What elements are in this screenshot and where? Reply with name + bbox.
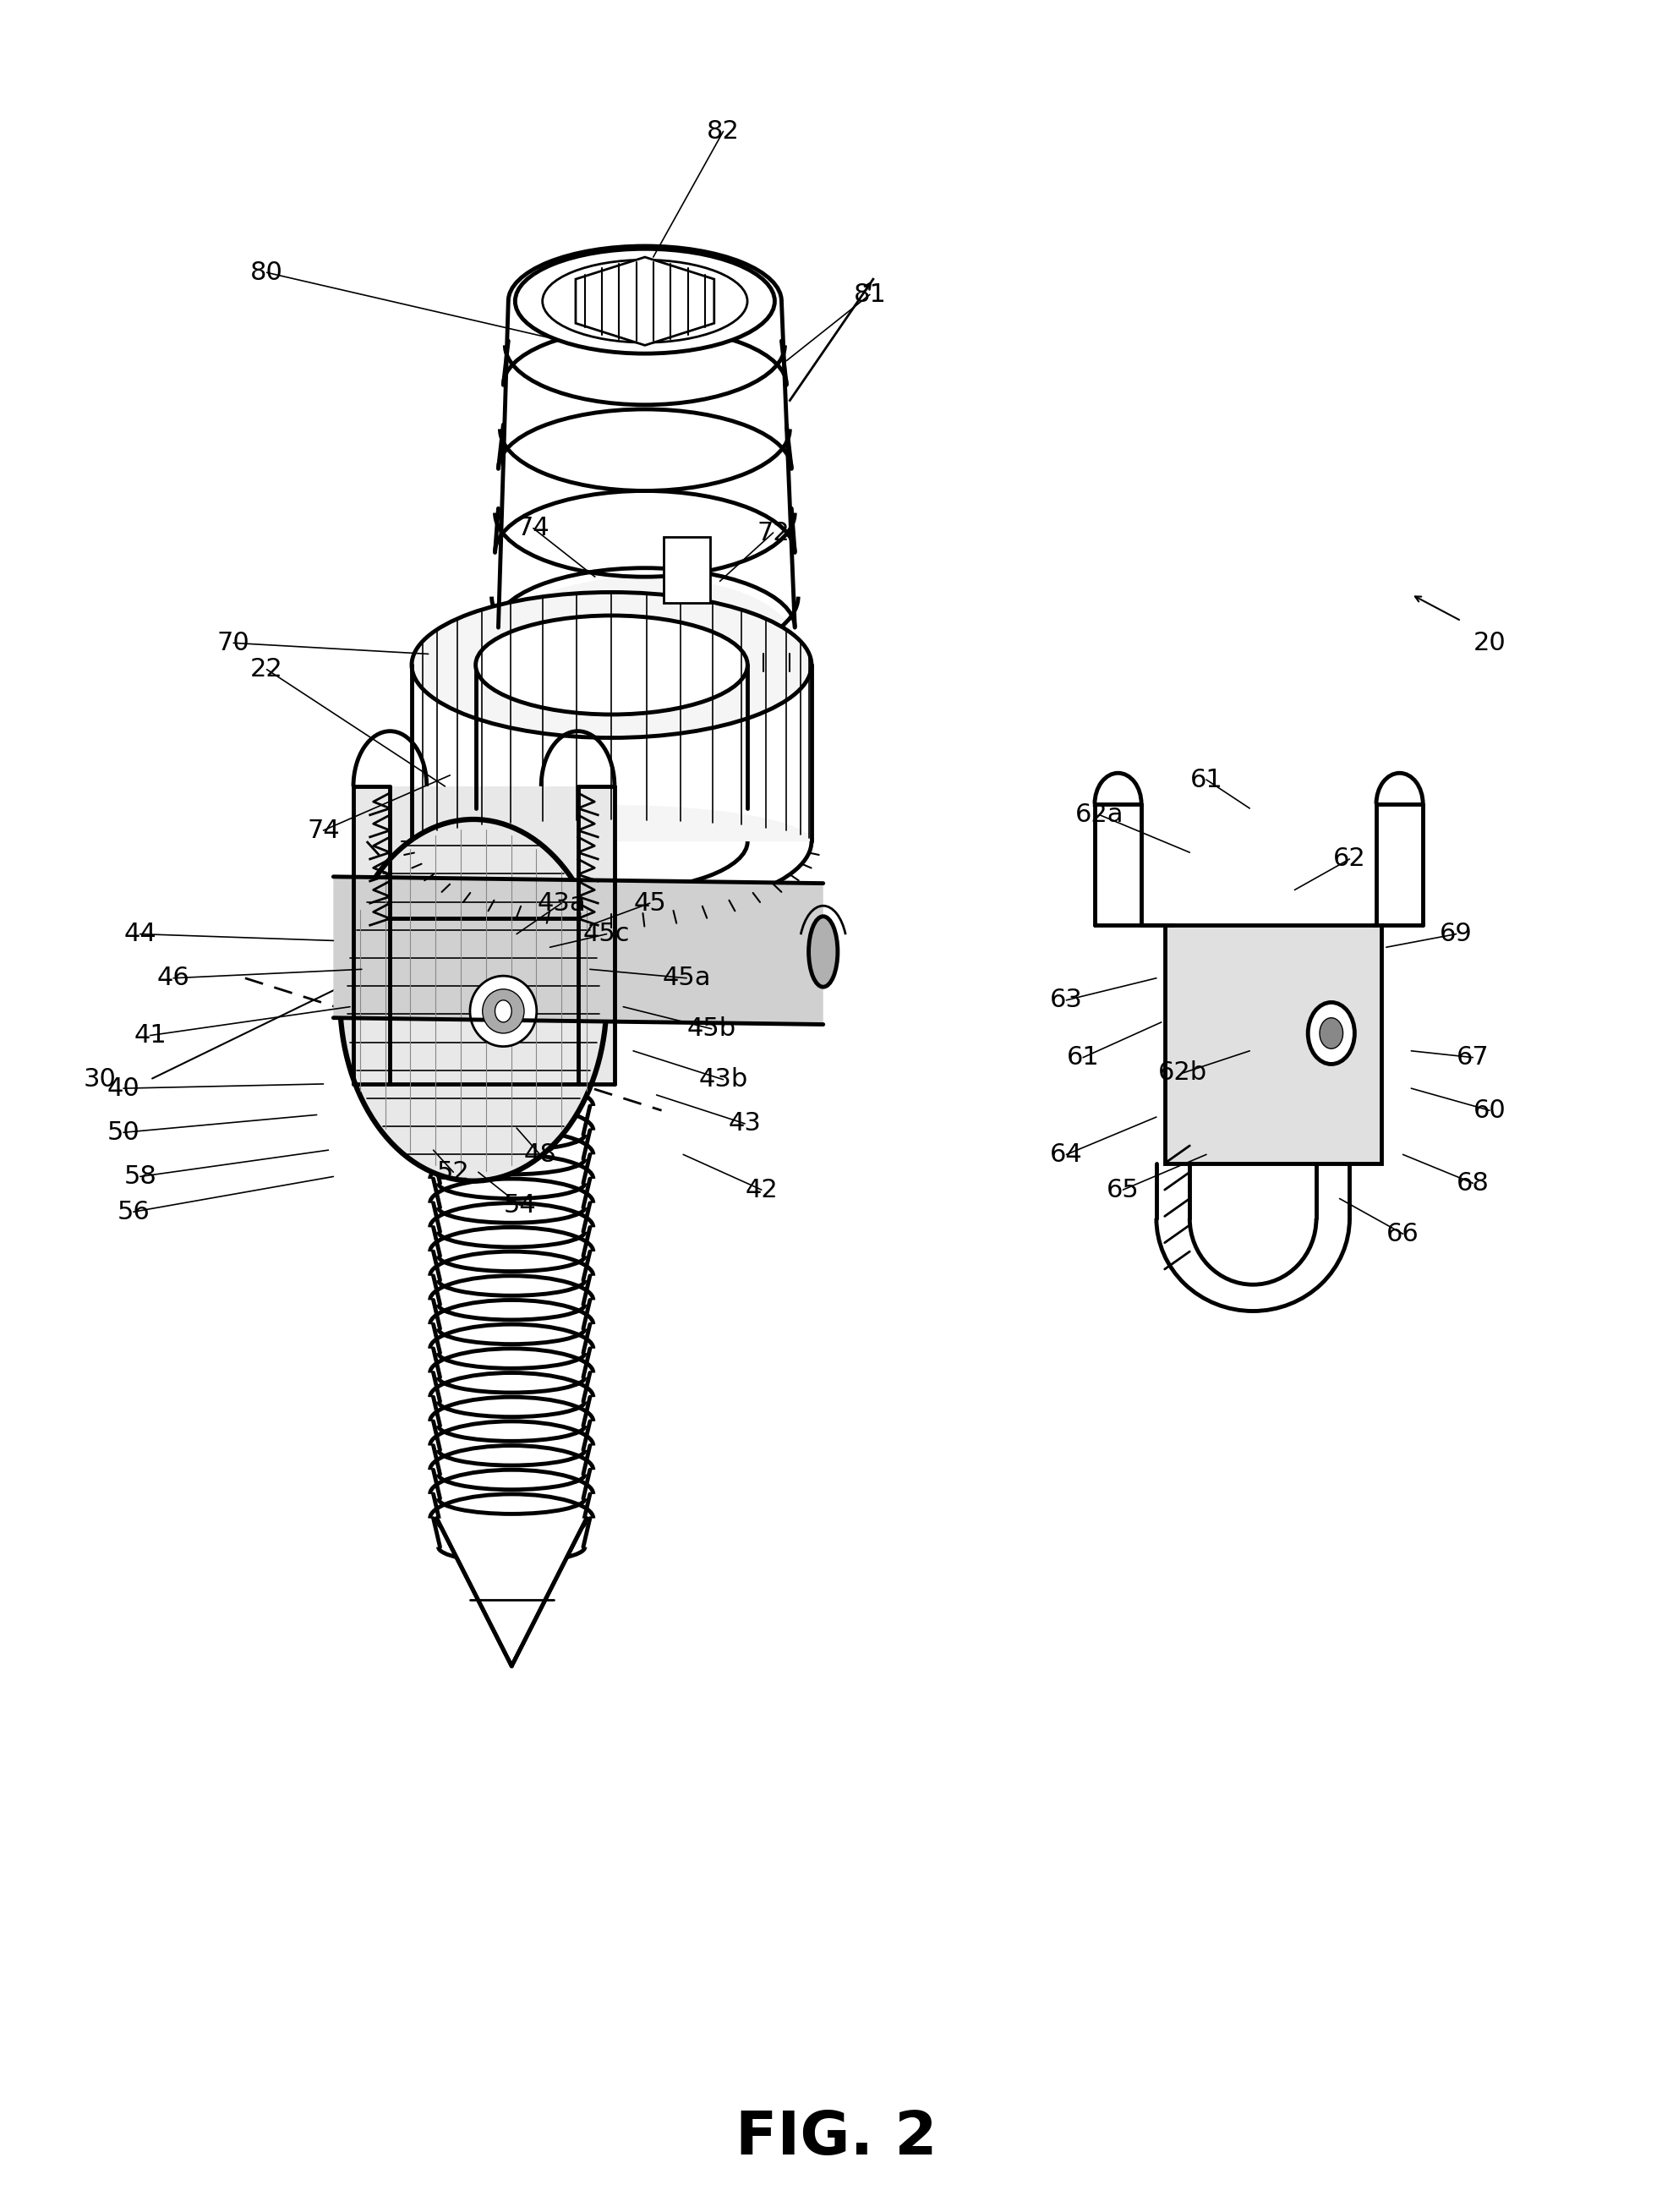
Ellipse shape xyxy=(482,989,524,1033)
Text: 43a: 43a xyxy=(537,891,586,916)
Text: 56: 56 xyxy=(117,1199,151,1223)
Text: 22: 22 xyxy=(251,657,283,681)
Polygon shape xyxy=(333,876,823,1024)
Text: 45: 45 xyxy=(634,891,666,916)
Ellipse shape xyxy=(808,916,838,987)
Text: 44: 44 xyxy=(124,922,157,947)
Text: 42: 42 xyxy=(744,1177,778,1201)
Text: 54: 54 xyxy=(504,1192,537,1217)
Text: 62a: 62a xyxy=(1076,803,1124,827)
Text: 61: 61 xyxy=(1067,1046,1099,1071)
Text: 30: 30 xyxy=(84,1066,117,1093)
Text: 45b: 45b xyxy=(688,1018,736,1042)
Polygon shape xyxy=(412,593,811,841)
Text: 52: 52 xyxy=(437,1159,470,1183)
Text: 46: 46 xyxy=(157,967,189,991)
Circle shape xyxy=(1308,1002,1355,1064)
Text: 81: 81 xyxy=(853,283,887,307)
Polygon shape xyxy=(425,1095,599,1672)
Text: 66: 66 xyxy=(1387,1221,1419,1245)
Text: 45c: 45c xyxy=(584,922,631,947)
Ellipse shape xyxy=(340,818,607,1181)
Text: 69: 69 xyxy=(1440,922,1472,947)
Circle shape xyxy=(495,1000,512,1022)
Text: 72: 72 xyxy=(756,520,790,544)
Text: 74: 74 xyxy=(308,818,340,843)
Text: 62b: 62b xyxy=(1158,1062,1208,1086)
Text: 20: 20 xyxy=(1474,630,1506,655)
Polygon shape xyxy=(353,785,614,1084)
Text: 62: 62 xyxy=(1333,847,1365,872)
Polygon shape xyxy=(663,538,709,604)
Polygon shape xyxy=(576,257,714,345)
Text: 43: 43 xyxy=(728,1110,761,1137)
Text: 82: 82 xyxy=(706,119,739,144)
Circle shape xyxy=(1320,1018,1343,1048)
Text: 48: 48 xyxy=(524,1141,557,1166)
Text: 68: 68 xyxy=(1457,1170,1489,1194)
Text: 40: 40 xyxy=(107,1075,141,1102)
Ellipse shape xyxy=(515,248,775,354)
Text: 64: 64 xyxy=(1051,1141,1082,1166)
Text: FIG. 2: FIG. 2 xyxy=(736,2108,937,2168)
Text: 67: 67 xyxy=(1457,1046,1489,1071)
Text: 43b: 43b xyxy=(699,1066,748,1093)
Text: 74: 74 xyxy=(517,515,550,540)
Text: 50: 50 xyxy=(107,1119,141,1146)
Polygon shape xyxy=(495,246,795,644)
Ellipse shape xyxy=(412,593,811,739)
Polygon shape xyxy=(437,1517,587,1666)
Ellipse shape xyxy=(470,975,537,1046)
Ellipse shape xyxy=(475,615,748,714)
Text: 70: 70 xyxy=(217,630,249,655)
Polygon shape xyxy=(1164,925,1382,1164)
Text: 61: 61 xyxy=(1190,768,1223,792)
Text: 45a: 45a xyxy=(663,967,711,991)
Text: 63: 63 xyxy=(1051,989,1082,1013)
Text: 58: 58 xyxy=(124,1164,157,1188)
Text: 65: 65 xyxy=(1106,1177,1139,1201)
Text: 60: 60 xyxy=(1474,1097,1506,1124)
Ellipse shape xyxy=(542,259,748,343)
Text: 80: 80 xyxy=(251,261,283,285)
Text: 41: 41 xyxy=(134,1024,167,1048)
